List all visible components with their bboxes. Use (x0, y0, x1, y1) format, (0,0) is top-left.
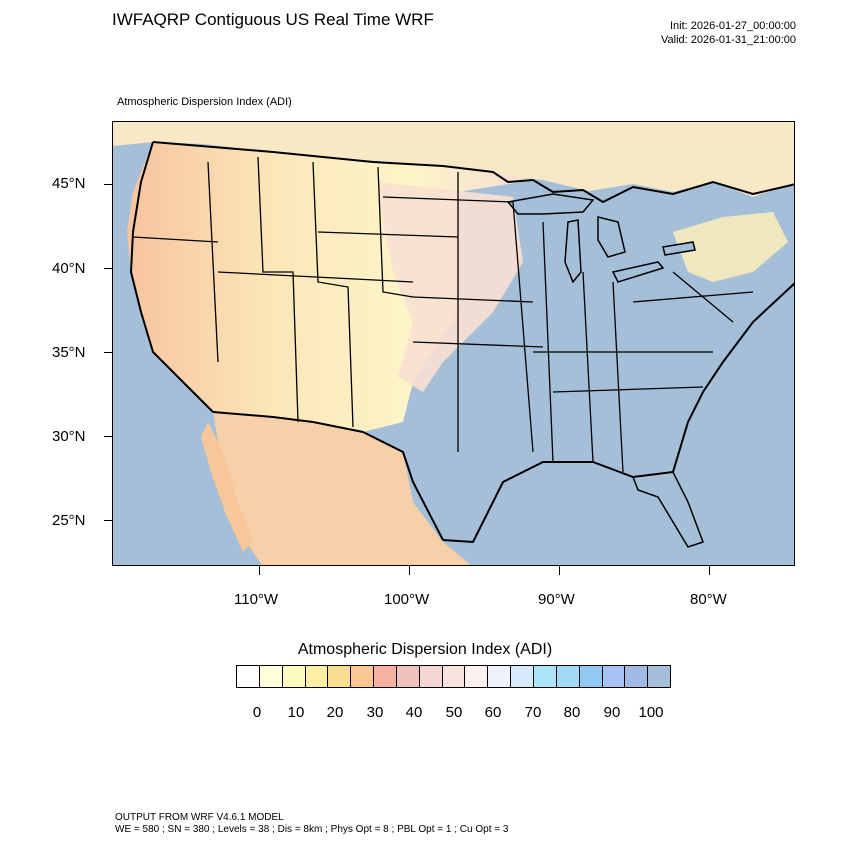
colorbar-box (465, 666, 489, 687)
lon-tick (559, 566, 560, 575)
lon-tick (709, 566, 710, 575)
canada-land (113, 122, 794, 197)
lat-tick (104, 352, 112, 353)
colorbar-box (419, 666, 443, 687)
lon-tick (259, 566, 260, 575)
colorbar-box (282, 666, 306, 687)
colorbar-box (351, 666, 375, 687)
us-canada-border (152, 141, 794, 204)
colorbar-box (442, 666, 466, 687)
lat-tick (104, 184, 112, 185)
colorbar-box (396, 666, 420, 687)
colorbar-title: Atmospheric Dispersion Index (ADI) (297, 641, 553, 658)
lat-label-40: 40°N (52, 260, 86, 277)
colorbar-label: 70 (524, 704, 542, 721)
colorbar-label: 60 (484, 704, 502, 721)
plot-subtitle: Atmospheric Dispersion Index (ADI) (117, 96, 292, 108)
colorbar-label: 10 (287, 704, 305, 721)
lat-tick (104, 436, 112, 437)
colorbar-box (328, 666, 352, 687)
lake-ontario (662, 241, 696, 256)
valid-time: Valid: 2026-01-31_21:00:00 (661, 34, 796, 46)
lat-label-45: 45°N (52, 175, 86, 192)
lake-superior (506, 193, 595, 215)
colorbar-box (533, 666, 557, 687)
colorbar-box (511, 666, 534, 687)
colorbar-box (374, 666, 397, 687)
west-coastline (129, 141, 214, 413)
colorbar-box (488, 666, 512, 687)
colorbar-label: 30 (366, 704, 384, 721)
east-coastline (442, 282, 794, 544)
colorbar-label: 40 (405, 704, 423, 721)
lon-label-90: 90°W (538, 591, 575, 608)
plains-warm-zone (378, 182, 523, 392)
lon-tick (409, 566, 410, 575)
lat-tick (104, 268, 112, 269)
page-title: IWFAQRP Contiguous US Real Time WRF (112, 10, 434, 29)
colorbar-label: 20 (326, 704, 344, 721)
map-panel (112, 121, 795, 566)
northeast-warm-zone (673, 212, 788, 282)
colorbar-label: 100 (638, 704, 664, 721)
colorbar-box (556, 666, 580, 687)
colorbar-label: 80 (563, 704, 581, 721)
lat-label-25: 25°N (52, 512, 86, 529)
colorbar-box (305, 666, 329, 687)
init-time: Init: 2026-01-27_00:00:00 (670, 20, 796, 32)
model-info: OUTPUT FROM WRF V4.6.1 MODEL (115, 812, 284, 823)
lon-label-110: 110°W (234, 591, 279, 608)
lat-label-35: 35°N (52, 344, 86, 361)
state-borders (132, 156, 754, 473)
colorbar-label: 50 (445, 704, 463, 721)
lat-label-30: 30°N (52, 428, 86, 445)
colorbar-box (237, 666, 260, 687)
lake-erie (611, 261, 665, 283)
colorbar (236, 665, 671, 688)
lat-tick (104, 520, 112, 521)
lake-michigan (564, 219, 582, 284)
lon-label-80: 80°W (690, 591, 727, 608)
colorbar-box (648, 666, 671, 687)
lon-label-100: 100°W (384, 591, 430, 608)
florida-peninsula (631, 471, 704, 548)
model-settings: WE = 580 ; SN = 380 ; Levels = 38 ; Dis … (115, 824, 509, 835)
mexico-land (213, 412, 471, 565)
colorbar-box (625, 666, 649, 687)
lake-huron (597, 216, 626, 258)
colorbar-label: 90 (603, 704, 621, 721)
colorbar-box (259, 666, 283, 687)
colorbar-box (579, 666, 603, 687)
baja-peninsula (201, 422, 253, 552)
map-canvas (113, 122, 794, 565)
us-mexico-border (212, 411, 444, 541)
colorbar-box (602, 666, 626, 687)
colorbar-label: 0 (252, 704, 262, 721)
